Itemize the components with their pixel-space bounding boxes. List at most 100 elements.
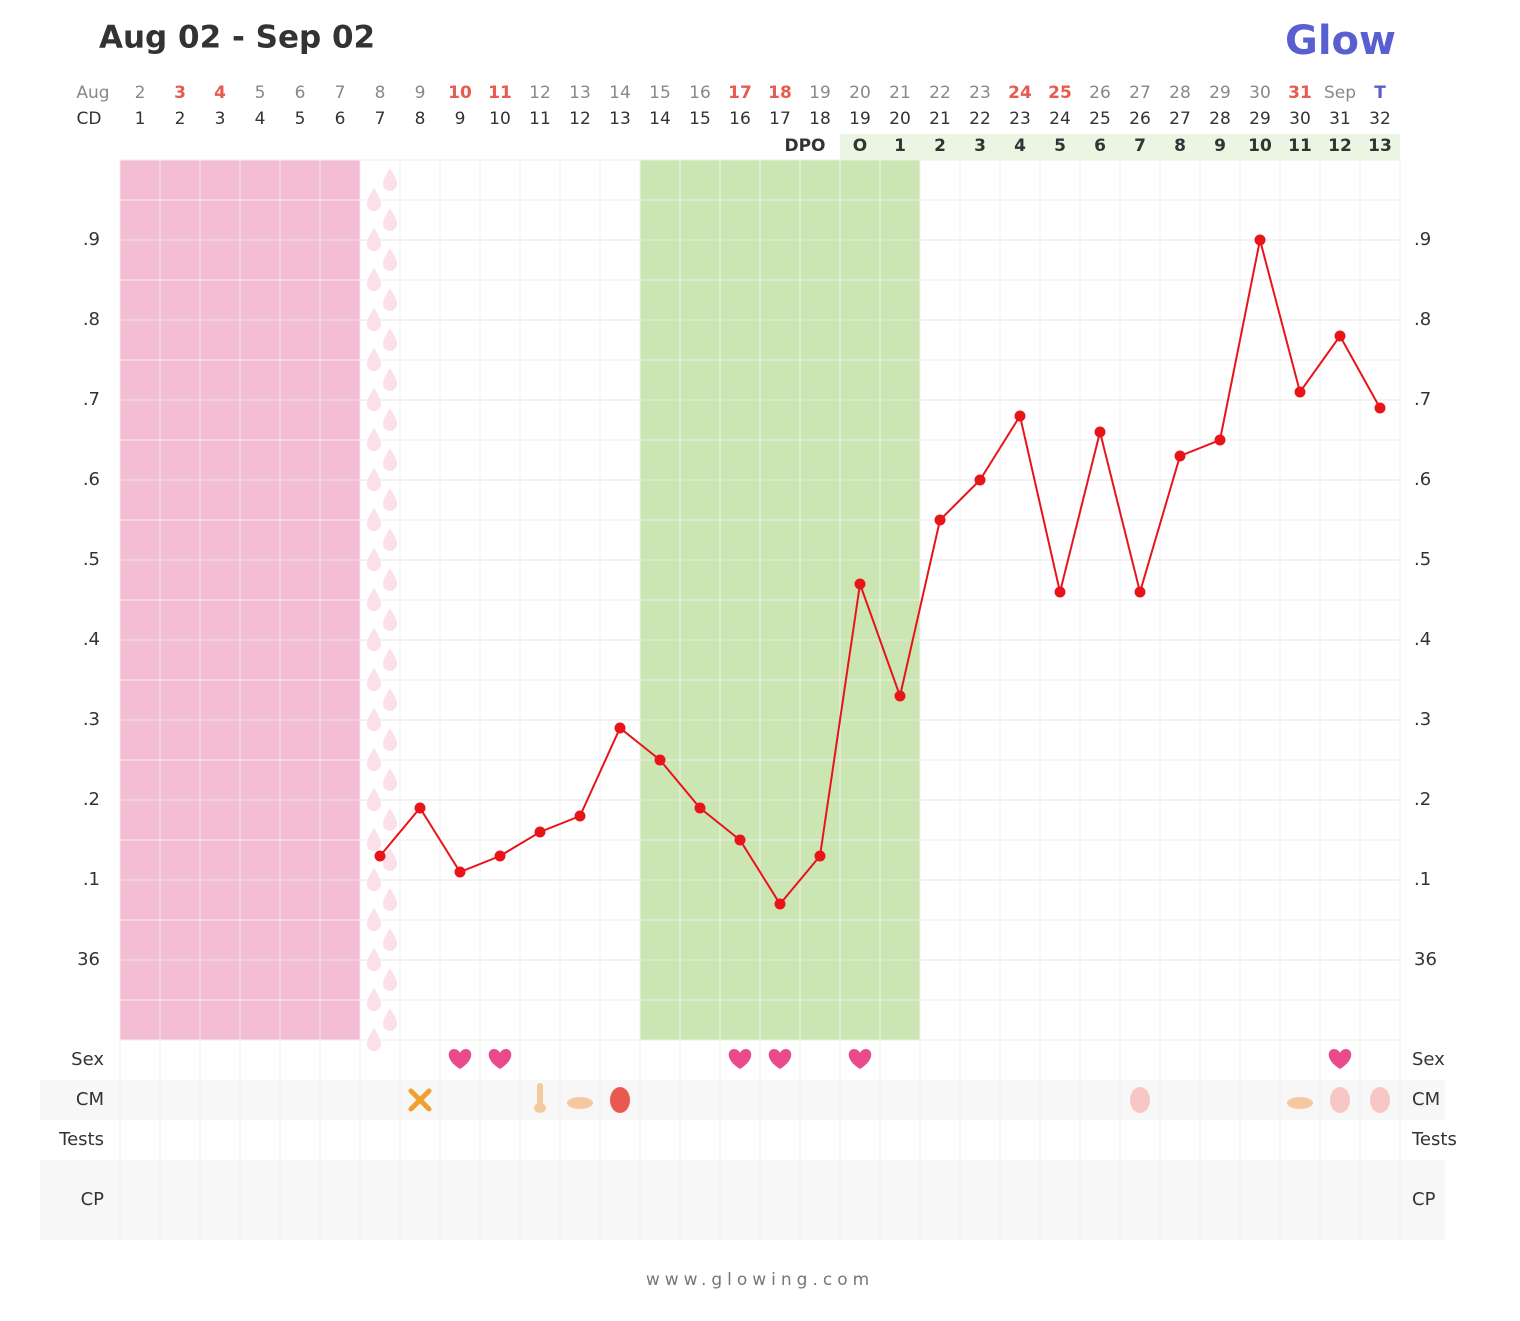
drop-icon (383, 168, 397, 191)
dpo-label: 11 (1288, 136, 1312, 156)
dpo-label: 9 (1214, 136, 1226, 156)
dpo-label: 8 (1174, 136, 1186, 156)
date-label: 27 (1129, 83, 1151, 103)
y-tick-label: .8 (83, 309, 100, 330)
temperature-point (694, 802, 706, 814)
y-tick-label: .5 (83, 549, 100, 570)
temperature-point (454, 866, 466, 878)
cd-label: 31 (1329, 109, 1351, 129)
date-label: 23 (969, 83, 991, 103)
date-label: 19 (809, 83, 831, 103)
temperature-point (1294, 386, 1306, 398)
date-label: 18 (768, 83, 792, 103)
y2-tick-label: .7 (1414, 389, 1431, 410)
dpo-label: 13 (1368, 136, 1392, 156)
cd-label: 11 (529, 109, 551, 129)
drop-icon (367, 948, 381, 971)
temperature-point (1094, 426, 1106, 438)
drop-icon (367, 668, 381, 691)
drop-icon (367, 788, 381, 811)
cd-label: 5 (295, 109, 306, 129)
dpo-row-label: DPO (784, 136, 825, 156)
cd-label: 10 (489, 109, 511, 129)
cd-label: 30 (1289, 109, 1311, 129)
cd-label: 19 (849, 109, 871, 129)
drop-icon (383, 528, 397, 551)
sex-icon (728, 1049, 752, 1069)
date-label: 14 (609, 83, 631, 103)
cd-label: 28 (1209, 109, 1231, 129)
cm-creamy-icon (567, 1097, 593, 1109)
drop-icon (367, 388, 381, 411)
cd-label: 3 (215, 109, 226, 129)
sex-icon (848, 1049, 872, 1069)
drop-icon (367, 308, 381, 331)
drop-icon (383, 688, 397, 711)
dpo-label: 1 (894, 136, 906, 156)
cm-dry-icon (408, 1088, 432, 1112)
drop-icon (383, 568, 397, 591)
date-label: 15 (649, 83, 671, 103)
temperature-point (1134, 586, 1146, 598)
drop-icon (383, 448, 397, 471)
drop-icon (383, 288, 397, 311)
cm-watery-icon (1330, 1087, 1350, 1113)
temperature-point (1014, 410, 1026, 422)
dpo-band (840, 134, 1400, 160)
drop-icon (383, 208, 397, 231)
sex-icon (448, 1049, 472, 1069)
cd-label: 6 (335, 109, 346, 129)
log-icons (408, 1049, 1390, 1113)
y2-tick-label: .4 (1414, 629, 1431, 650)
dpo-label: 3 (974, 136, 986, 156)
drop-icon (367, 1028, 381, 1051)
cd-label: 4 (255, 109, 266, 129)
date-label: 17 (728, 83, 752, 103)
cd-label: 23 (1009, 109, 1031, 129)
date-label: 16 (689, 83, 711, 103)
temperature-point (734, 834, 746, 846)
drop-icon (367, 868, 381, 891)
cd-label: 12 (569, 109, 591, 129)
cm-sticky-icon (534, 1103, 546, 1113)
date-label: 13 (569, 83, 591, 103)
date-label: 9 (415, 83, 426, 103)
row-label-right: CM (1412, 1089, 1440, 1110)
drop-icon (383, 648, 397, 671)
drop-icon (367, 268, 381, 291)
temperature-point (934, 514, 946, 526)
date-label: 2 (135, 83, 146, 103)
date-label: 22 (929, 83, 951, 103)
cd-label: 14 (649, 109, 671, 129)
y2-tick-label: .1 (1414, 869, 1431, 890)
drop-icon (383, 608, 397, 631)
y-tick-label: .3 (83, 709, 100, 730)
temperature-point (1054, 586, 1066, 598)
dpo-label: 10 (1248, 136, 1272, 156)
drop-icon (367, 828, 381, 851)
date-label: 12 (529, 83, 551, 103)
temperature-point (974, 474, 986, 486)
date-label: 25 (1048, 83, 1072, 103)
y-tick-label: .7 (83, 389, 100, 410)
y2-tick-label: .5 (1414, 549, 1431, 570)
sex-icon (488, 1049, 512, 1069)
drop-icon (383, 408, 397, 431)
row-label: Tests (58, 1129, 104, 1150)
drop-icon (383, 1008, 397, 1031)
cd-label: 25 (1089, 109, 1111, 129)
temperature-point (774, 898, 786, 910)
dpo-label: 12 (1328, 136, 1352, 156)
date-label: 31 (1288, 83, 1312, 103)
drop-icon (383, 768, 397, 791)
cp-row-bg (40, 1160, 1445, 1240)
cd-label: 26 (1129, 109, 1151, 129)
drop-icon (383, 248, 397, 271)
row-label-right: CP (1412, 1189, 1436, 1210)
date-label: 29 (1209, 83, 1231, 103)
cd-label: 15 (689, 109, 711, 129)
date-label: 5 (255, 83, 266, 103)
temperature-point (574, 810, 586, 822)
date-label: Sep (1324, 83, 1356, 103)
